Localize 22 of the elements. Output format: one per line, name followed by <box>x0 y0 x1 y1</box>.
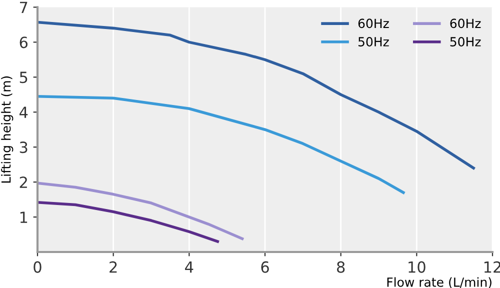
legend-label: 50Hz <box>450 37 481 46</box>
x-tick-label: 8 <box>337 261 345 273</box>
y-tick-label: 2 <box>20 176 27 188</box>
legend-label: 50Hz <box>358 37 389 46</box>
x-tick-label: 4 <box>185 262 194 273</box>
x-tick-label: 10 <box>408 261 426 273</box>
x-tick-label: 6 <box>261 261 269 273</box>
y-tick-label: 7 <box>20 2 28 14</box>
legend-label: 60Hz <box>450 18 481 28</box>
line-series <box>38 182 244 240</box>
y-axis-title: Lifting height (m) <box>1 76 14 183</box>
y-tick-label: 5 <box>20 72 28 84</box>
y-tick-label: 1 <box>20 212 28 223</box>
y-tick-label: 4 <box>20 106 28 118</box>
line-series <box>38 200 219 243</box>
y-tick-label: 6 <box>20 36 28 48</box>
legend-label: 60Hz <box>358 18 389 28</box>
x-tick-label: 0 <box>34 261 42 273</box>
x-axis-title: Flow rate (L/min) <box>387 277 492 288</box>
line-series <box>38 94 405 194</box>
y-tick-label: 3 <box>20 142 28 154</box>
x-tick-label: 2 <box>110 261 117 273</box>
